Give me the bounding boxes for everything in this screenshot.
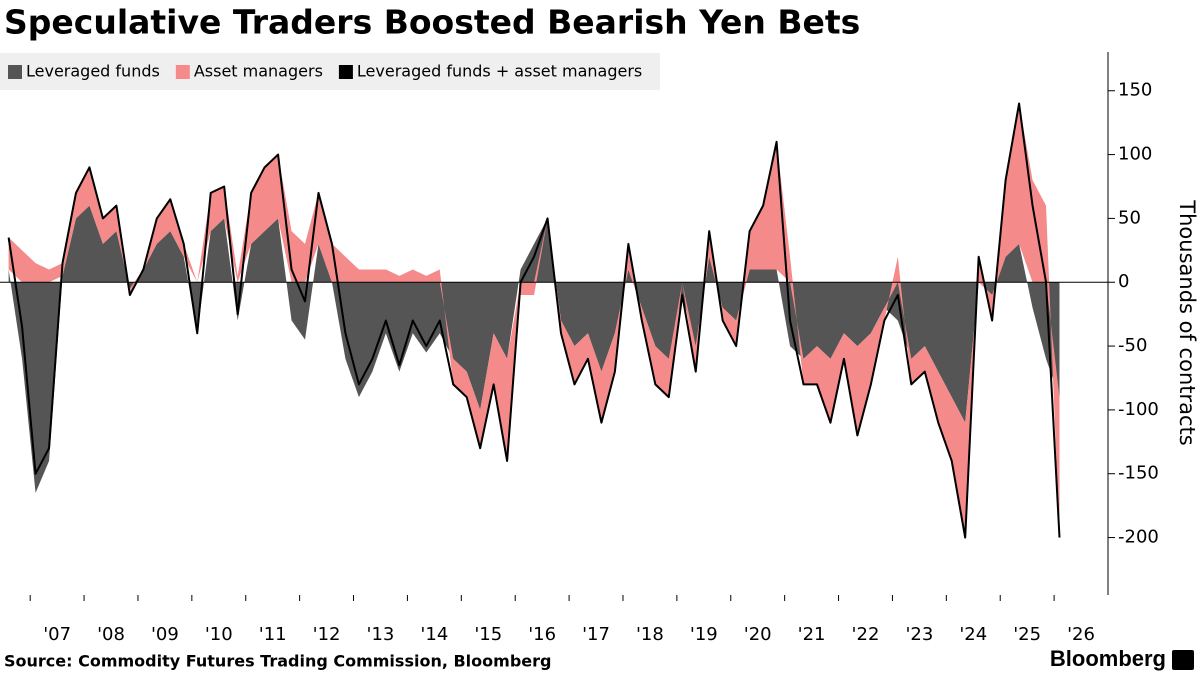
x-tick-label: '21 (798, 624, 826, 645)
y-tick-label: -150 (1118, 463, 1159, 484)
line (7, 102, 1061, 539)
x-tick-label: '10 (205, 624, 233, 645)
y-axis-title: Thousands of contracts (1175, 199, 1199, 445)
x-tick-label: '18 (636, 624, 664, 645)
area (8, 205, 1060, 493)
x-tick-label: '26 (1067, 624, 1095, 645)
y-tick-label: 0 (1118, 271, 1129, 292)
y-tick-label: -100 (1118, 399, 1159, 420)
y-tick-label: -200 (1118, 527, 1159, 548)
x-tick-label: '17 (582, 624, 610, 645)
x-tick-label: '15 (474, 624, 502, 645)
legend-box (0, 53, 660, 90)
x-tick-label: '07 (43, 624, 71, 645)
x-tick-label: '20 (744, 624, 772, 645)
y-tick-label: 150 (1118, 80, 1152, 101)
legend-label: Leveraged funds (26, 62, 160, 81)
x-tick-label: '13 (367, 624, 395, 645)
area (8, 103, 1060, 538)
x-tick-label: '11 (259, 624, 287, 645)
x-tick-label: '14 (420, 624, 448, 645)
x-tick-label: '23 (905, 624, 933, 645)
chart-title: Speculative Traders Boosted Bearish Yen … (4, 3, 860, 42)
y-tick-label: 50 (1118, 207, 1141, 228)
legend-swatch (8, 65, 22, 79)
x-tick-label: '12 (313, 624, 341, 645)
brand: Bloomberg (1050, 646, 1166, 671)
y-tick-label: -50 (1118, 335, 1147, 356)
x-tick-label: '16 (528, 624, 556, 645)
plot-area (0, 102, 1108, 539)
x-tick-label: '24 (959, 624, 987, 645)
x-tick-label: '08 (97, 624, 125, 645)
source: Source: Commodity Futures Trading Commis… (4, 652, 551, 671)
brand-icon (1172, 650, 1194, 670)
y-tick-label: 100 (1118, 144, 1152, 165)
x-tick-label: '09 (151, 624, 179, 645)
x-tick-label: '22 (852, 624, 880, 645)
x-tick-label: '25 (1013, 624, 1041, 645)
legend-label: Asset managers (194, 62, 323, 81)
legend-swatch (175, 65, 190, 79)
legend-label: Leveraged funds + asset managers (357, 62, 642, 81)
x-tick-label: '19 (690, 624, 718, 645)
legend-swatch (338, 65, 353, 79)
